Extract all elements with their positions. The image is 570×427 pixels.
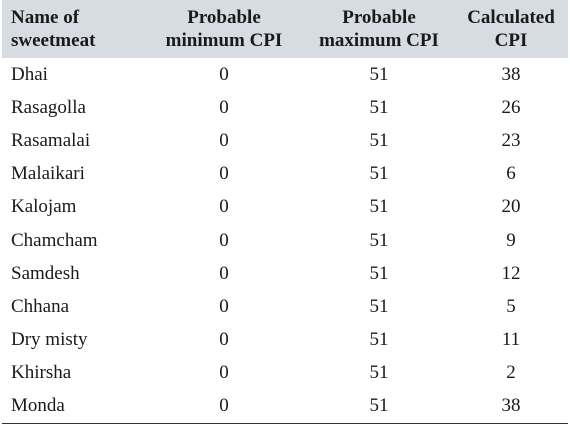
table-row: Dhai 0 51 38: [2, 58, 568, 91]
cell-name: Samdesh: [11, 262, 80, 284]
cell-min-cpi: 0: [219, 63, 229, 85]
cell-calculated-cpi: 11: [501, 329, 521, 351]
cell-name: Rasagolla: [11, 96, 86, 118]
header-calculated-cpi: Calculated CPI: [454, 0, 568, 58]
cell-name: Kalojam: [11, 196, 77, 218]
cell-min-cpi: 0: [219, 163, 229, 185]
cell-max-cpi: 51: [369, 329, 389, 351]
cell-calculated-cpi: 12: [501, 262, 521, 284]
table-body: Dhai 0 51 38 Rasagolla 0 51 26 Rasamalai…: [2, 58, 568, 425]
cell-calculated-cpi: 2: [506, 362, 516, 384]
header-probable-maximum-cpi: Probable maximum CPI: [304, 0, 454, 58]
cell-max-cpi: 51: [304, 389, 454, 425]
cell-max-cpi: 51: [369, 129, 389, 151]
cell-max-cpi: 51: [369, 362, 389, 384]
header-max-line1: Probable: [342, 7, 416, 28]
table-row: Kalojam 0 51 20: [2, 191, 568, 224]
table-row: Khirsha 0 51 2: [2, 357, 568, 390]
cell-calculated-cpi: 20: [501, 196, 521, 218]
cell-calculated-cpi: 26: [501, 96, 521, 118]
header-min-line2: minimum CPI: [165, 30, 283, 51]
cell-calculated-cpi: 23: [501, 129, 521, 151]
cell-calculated-cpi: 6: [506, 163, 516, 185]
cell-name: Khirsha: [11, 362, 72, 384]
cell-calculated-cpi: 9: [506, 229, 516, 251]
header-min-line1: Probable: [187, 7, 261, 28]
header-name-of-sweetmeat: Name of sweetmeat: [2, 0, 144, 58]
table-row: Chhana 0 51 5: [2, 290, 568, 323]
table-row: Rasamalai 0 51 23: [2, 124, 568, 157]
cell-min-cpi: 0: [219, 129, 229, 151]
header-name-line2: sweetmeat: [11, 30, 96, 51]
cell-min-cpi: 0: [219, 96, 229, 118]
cell-min-cpi: 0: [219, 362, 229, 384]
cell-name: Chamcham: [11, 229, 98, 251]
table-header: Name of sweetmeat Probable minimum CPI P…: [2, 0, 568, 58]
cell-min-cpi: 0: [219, 329, 229, 351]
cell-calculated-cpi: 38: [454, 389, 568, 425]
table-row: Malaikari 0 51 6: [2, 158, 568, 191]
cell-name: Monda: [2, 389, 144, 425]
table-row: Chamcham 0 51 9: [2, 224, 568, 257]
header-max-line2: maximum CPI: [319, 30, 439, 51]
cell-min-cpi: 0: [219, 295, 229, 317]
cell-max-cpi: 51: [369, 229, 389, 251]
cell-max-cpi: 51: [369, 196, 389, 218]
cell-max-cpi: 51: [369, 96, 389, 118]
cell-max-cpi: 51: [369, 295, 389, 317]
cell-calculated-cpi: 38: [501, 63, 521, 85]
cell-min-cpi: 0: [219, 262, 229, 284]
header-calc-line2: CPI: [494, 30, 528, 51]
cell-calculated-cpi: 5: [506, 295, 516, 317]
cell-name: Rasamalai: [11, 129, 91, 151]
table-row: Rasagolla 0 51 26: [2, 91, 568, 124]
header-row: Name of sweetmeat Probable minimum CPI P…: [2, 0, 568, 58]
header-calc-line1: Calculated: [467, 7, 555, 28]
table-row: Samdesh 0 51 12: [2, 257, 568, 290]
cell-name: Dry misty: [11, 329, 88, 351]
cell-max-cpi: 51: [369, 262, 389, 284]
cell-min-cpi: 0: [144, 389, 304, 425]
cell-min-cpi: 0: [219, 196, 229, 218]
table-row: Monda 0 51 38: [2, 389, 568, 425]
cell-max-cpi: 51: [369, 63, 389, 85]
cell-name: Dhai: [11, 63, 48, 85]
cell-min-cpi: 0: [219, 229, 229, 251]
header-name-line1: Name of: [11, 7, 80, 28]
header-probable-minimum-cpi: Probable minimum CPI: [144, 0, 304, 58]
cell-name: Malaikari: [11, 163, 85, 185]
cell-max-cpi: 51: [369, 163, 389, 185]
cell-name: Chhana: [11, 295, 70, 317]
table-row: Dry misty 0 51 11: [2, 324, 568, 357]
